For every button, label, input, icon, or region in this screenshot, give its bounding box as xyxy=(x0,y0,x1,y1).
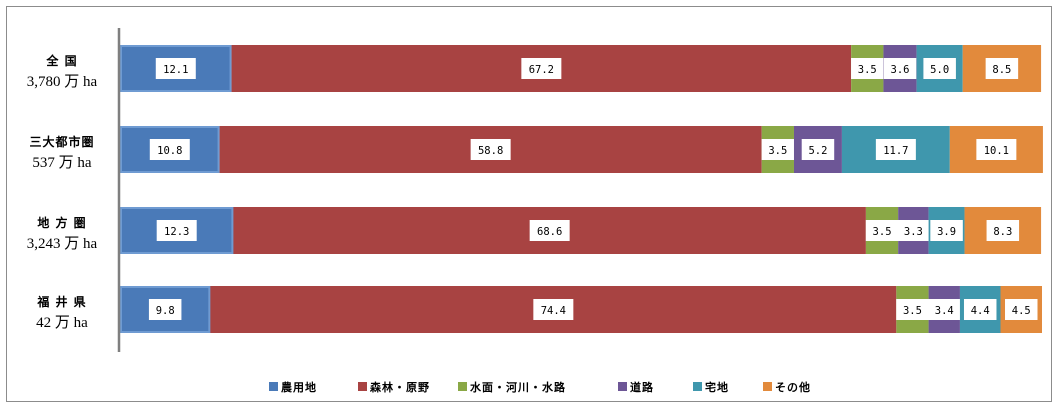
data-label: 3.6 xyxy=(891,64,910,76)
data-label-box xyxy=(875,139,916,160)
category-area-label: 3,243 万 ha xyxy=(27,236,98,252)
legend-label: 道路 xyxy=(630,380,654,394)
category-name-label: 三大都市圏 xyxy=(29,134,94,149)
legend-swatch xyxy=(693,382,702,391)
data-label: 3.5 xyxy=(903,305,922,317)
legend-swatch xyxy=(618,382,627,391)
data-label: 3.3 xyxy=(904,226,923,238)
data-label-box xyxy=(156,220,197,241)
data-label-box xyxy=(896,299,929,320)
data-label-box xyxy=(897,220,930,241)
data-label: 5.0 xyxy=(930,64,949,76)
data-label-box xyxy=(521,58,562,79)
legend: 農用地 森林・原野 水面・河川・水路 道路 宅地 その他 xyxy=(269,380,811,394)
legend-label: 水面・河川・水路 xyxy=(470,380,566,394)
legend-label: 宅地 xyxy=(705,380,729,394)
data-label: 4.4 xyxy=(971,305,990,317)
data-label: 8.3 xyxy=(993,226,1012,238)
data-label-box xyxy=(963,299,997,320)
bar-segment-edge xyxy=(120,286,211,333)
data-label-box xyxy=(923,58,956,79)
data-label-box xyxy=(761,139,795,160)
data-label: 3.5 xyxy=(873,226,892,238)
data-label-box xyxy=(533,299,574,320)
data-label: 3.4 xyxy=(935,305,954,317)
data-label-box xyxy=(985,58,1019,79)
data-label-box xyxy=(149,139,190,160)
legend-swatch xyxy=(358,382,367,391)
legend-label: 農用地 xyxy=(281,380,317,394)
data-label-box xyxy=(155,58,196,79)
legend-label: 森林・原野 xyxy=(370,380,430,394)
data-label: 3.9 xyxy=(937,226,956,238)
data-label-box xyxy=(865,220,899,241)
legend-swatch xyxy=(763,382,772,391)
category-labels: 全 国 3,780 万 ha 三大都市圏 537 万 ha 地 方 圏 3,243 万 h… xyxy=(27,53,98,331)
data-label: 3.5 xyxy=(768,145,787,157)
category-area-label: 3,780 万 ha xyxy=(27,74,98,90)
data-label: 67.2 xyxy=(529,64,554,76)
data-label: 4.5 xyxy=(1012,305,1031,317)
data-label: 12.3 xyxy=(164,226,189,238)
data-label: 8.5 xyxy=(992,64,1011,76)
data-label: 5.2 xyxy=(808,145,827,157)
category-area-label: 42 万 ha xyxy=(36,315,88,331)
data-label: 74.4 xyxy=(541,305,566,317)
legend-label: その他 xyxy=(775,380,811,394)
data-label-box xyxy=(928,299,961,320)
data-label-box xyxy=(470,139,511,160)
data-label: 9.8 xyxy=(156,305,175,317)
data-label-box xyxy=(930,220,963,241)
bar-segment-edge xyxy=(120,45,232,92)
data-label-box xyxy=(986,220,1020,241)
data-label-box xyxy=(976,139,1017,160)
legend-swatch xyxy=(458,382,467,391)
data-label: 10.8 xyxy=(157,145,182,157)
bar-segment-edge xyxy=(120,207,234,254)
bar-segment-edge xyxy=(120,126,220,173)
category-name-label: 福 井 県 xyxy=(36,294,86,309)
category-name-label: 全 国 xyxy=(45,53,77,68)
data-label-box xyxy=(148,299,182,320)
data-label: 58.8 xyxy=(478,145,503,157)
data-label: 68.6 xyxy=(537,226,562,238)
data-label-box xyxy=(851,58,884,79)
category-area-label: 537 万 ha xyxy=(32,155,92,171)
category-name-label: 地 方 圏 xyxy=(37,215,86,230)
data-label-box xyxy=(529,220,570,241)
bars: 12.1 67.2 3.5 3.6 5.0 8.5 10.8 58.8 3.5 5.2 11.7 10… xyxy=(120,45,1043,333)
data-label-box xyxy=(883,58,917,79)
data-label: 12.1 xyxy=(163,64,188,76)
data-label: 3.5 xyxy=(858,64,877,76)
data-label-box xyxy=(801,139,835,160)
legend-swatch xyxy=(269,382,278,391)
data-label: 11.7 xyxy=(883,145,908,157)
data-label: 10.1 xyxy=(984,145,1009,157)
data-label-box xyxy=(1005,299,1038,320)
